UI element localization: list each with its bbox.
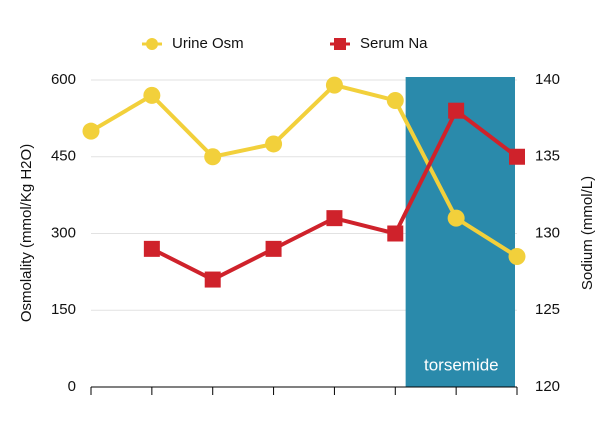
y-tick-label: 600 <box>51 71 76 88</box>
legend-marker <box>334 38 346 50</box>
y2-axis-label: Sodium (mmol/L) <box>579 176 596 290</box>
y2-tick-label: 135 <box>535 148 560 165</box>
point <box>265 135 283 153</box>
y-tick-label: 300 <box>51 224 76 241</box>
point <box>265 240 282 257</box>
y-tick-label: 450 <box>51 148 76 165</box>
annotation-band <box>405 77 515 387</box>
point <box>204 271 221 288</box>
y2-tick-label: 125 <box>535 301 560 318</box>
point <box>82 122 100 140</box>
point <box>387 225 404 242</box>
legend-marker <box>146 38 158 50</box>
point <box>509 148 525 165</box>
point <box>386 91 404 109</box>
annotation-label: torsemide <box>424 355 499 374</box>
point <box>204 148 222 166</box>
y2-tick-label: 140 <box>535 71 560 88</box>
point <box>143 86 161 104</box>
legend-label: Urine Osm <box>172 35 244 52</box>
y2-tick-label: 120 <box>535 378 560 395</box>
point <box>447 209 465 227</box>
point <box>326 210 343 227</box>
point <box>508 248 526 266</box>
point <box>143 240 160 257</box>
legend-label: Serum Na <box>360 35 428 52</box>
y-tick-label: 0 <box>68 378 76 395</box>
y-axis-label: Osmolality (mmol/Kg H2O) <box>18 144 35 322</box>
y2-tick-label: 130 <box>535 224 560 241</box>
point <box>325 76 343 94</box>
point <box>448 102 465 119</box>
y-tick-label: 150 <box>51 301 76 318</box>
series-line <box>89 83 519 259</box>
